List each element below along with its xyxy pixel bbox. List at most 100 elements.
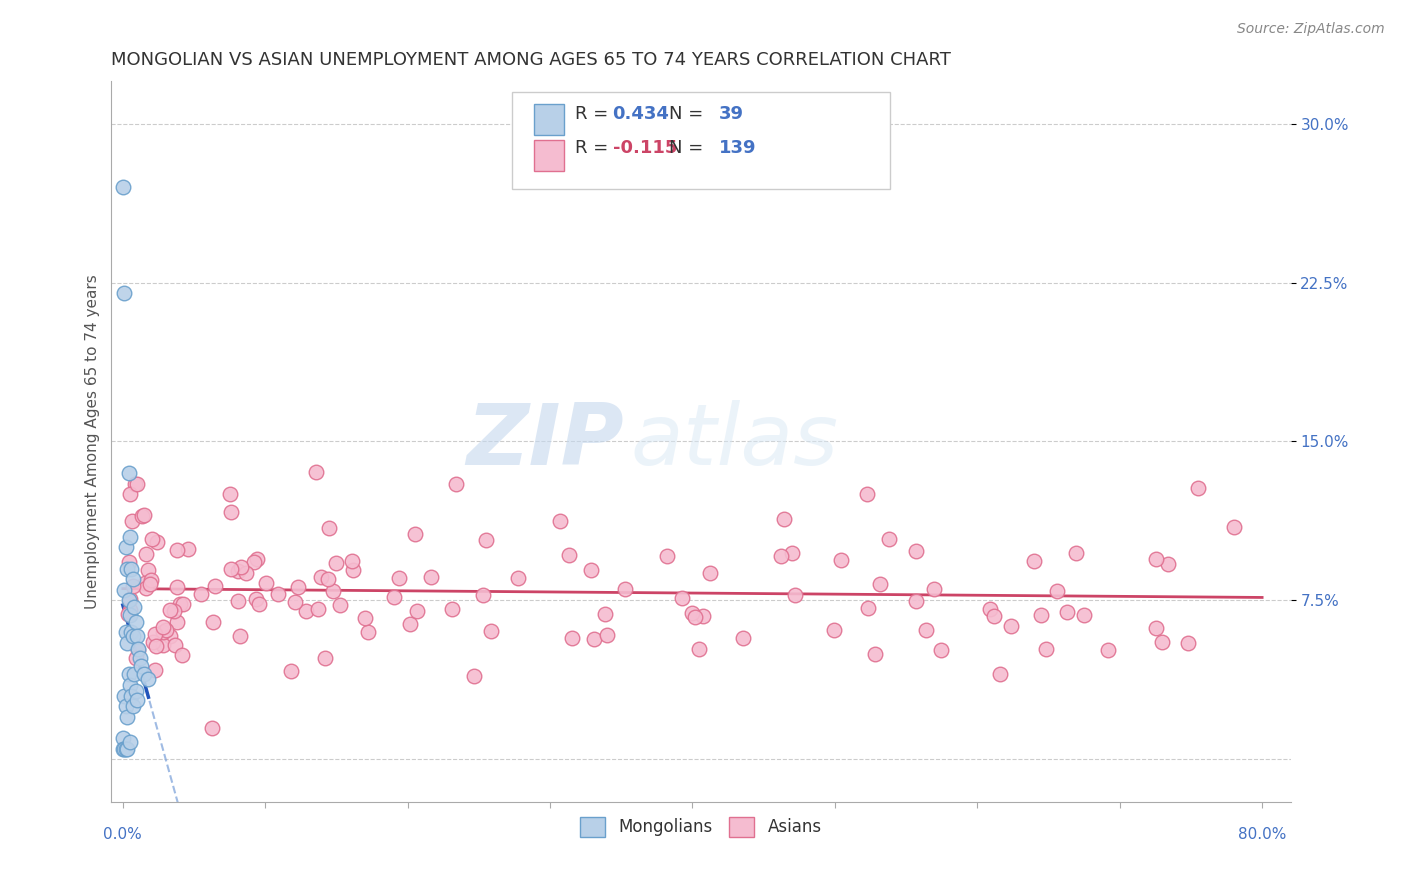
Point: [692, 609, 714, 624]
Point: [472, 588, 495, 602]
Point: [121, 514, 143, 528]
Point: [294, 604, 316, 618]
Text: -0.115: -0.115: [613, 139, 676, 157]
Text: 0.434: 0.434: [613, 104, 669, 123]
Point: [671, 591, 693, 605]
Point: [118, 530, 141, 544]
Point: [582, 632, 605, 646]
Point: [118, 678, 141, 692]
Point: [118, 487, 141, 501]
Point: [115, 710, 138, 724]
Point: [773, 512, 796, 526]
Point: [243, 555, 266, 569]
Point: [1000, 618, 1022, 632]
Point: [284, 594, 307, 608]
Point: [120, 689, 142, 703]
Point: [869, 577, 891, 591]
Point: [1056, 605, 1078, 619]
Point: [267, 587, 290, 601]
Point: [159, 629, 181, 643]
Point: [235, 566, 257, 580]
Point: [1152, 635, 1174, 649]
Point: [318, 520, 340, 534]
Point: [122, 667, 145, 681]
Point: [388, 571, 411, 585]
Point: [246, 552, 269, 566]
Point: [114, 699, 136, 714]
Point: [120, 591, 142, 606]
Point: [444, 476, 467, 491]
Point: [979, 602, 1001, 616]
Text: atlas: atlas: [630, 400, 838, 483]
Point: [475, 533, 498, 547]
Point: [479, 624, 502, 639]
Point: [228, 594, 250, 608]
Point: [127, 642, 149, 657]
Point: [172, 598, 194, 612]
Point: [166, 542, 188, 557]
Point: [139, 576, 162, 591]
Point: [247, 597, 270, 611]
Point: [219, 487, 242, 501]
Text: R =: R =: [575, 139, 614, 157]
Point: [929, 643, 952, 657]
Point: [508, 571, 530, 585]
Point: [121, 629, 143, 643]
Point: [115, 636, 138, 650]
Point: [152, 624, 174, 639]
Point: [783, 588, 806, 602]
Point: [135, 581, 157, 595]
Point: [1035, 641, 1057, 656]
Point: [117, 593, 139, 607]
Point: [143, 663, 166, 677]
Point: [141, 532, 163, 546]
Point: [170, 648, 193, 662]
Point: [221, 505, 243, 519]
Point: [681, 606, 703, 620]
Point: [124, 615, 146, 629]
Point: [145, 535, 167, 549]
Point: [420, 570, 443, 584]
Point: [325, 557, 347, 571]
Point: [983, 609, 1005, 624]
Point: [124, 476, 146, 491]
Text: MONGOLIAN VS ASIAN UNEMPLOYMENT AMONG AGES 65 TO 74 YEARS CORRELATION CHART: MONGOLIAN VS ASIAN UNEMPLOYMENT AMONG AG…: [111, 51, 952, 69]
Point: [357, 624, 380, 639]
Point: [122, 599, 145, 614]
Point: [152, 638, 174, 652]
Point: [311, 569, 333, 583]
Point: [112, 286, 135, 301]
Point: [1022, 554, 1045, 568]
Point: [550, 514, 572, 528]
Point: [770, 549, 793, 564]
Point: [155, 623, 177, 637]
Point: [122, 579, 145, 593]
Point: [1144, 552, 1167, 566]
Point: [125, 693, 148, 707]
Point: [143, 627, 166, 641]
Point: [139, 573, 162, 587]
Point: [915, 623, 938, 637]
Point: [121, 699, 143, 714]
Point: [699, 566, 721, 580]
FancyBboxPatch shape: [533, 140, 564, 171]
Point: [125, 651, 148, 665]
Point: [1187, 481, 1209, 495]
Point: [988, 667, 1011, 681]
Point: [254, 575, 277, 590]
Point: [904, 593, 927, 607]
Point: [382, 590, 405, 604]
Text: R =: R =: [575, 104, 614, 123]
Point: [440, 602, 463, 616]
Point: [655, 549, 678, 563]
Point: [782, 546, 804, 560]
Point: [1144, 621, 1167, 635]
Point: [1029, 607, 1052, 622]
Point: [731, 631, 754, 645]
Point: [177, 541, 200, 556]
FancyBboxPatch shape: [533, 103, 564, 136]
Point: [226, 564, 249, 578]
Point: [120, 561, 142, 575]
Text: Source: ZipAtlas.com: Source: ZipAtlas.com: [1237, 22, 1385, 37]
Point: [229, 559, 252, 574]
